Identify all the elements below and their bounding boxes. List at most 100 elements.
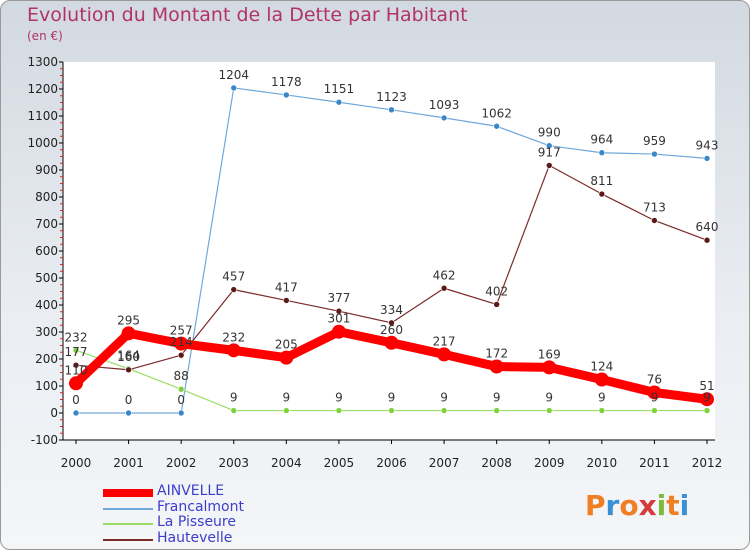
data-point xyxy=(545,407,553,414)
data-point xyxy=(489,359,504,374)
data-point xyxy=(177,409,185,417)
x-tick-label: 2009 xyxy=(534,456,565,470)
y-tick-label: 900 xyxy=(35,163,58,177)
data-label: 1178 xyxy=(271,75,302,89)
data-label: 88 xyxy=(174,369,189,383)
data-point xyxy=(440,407,448,414)
y-tick-label: 100 xyxy=(35,379,58,393)
legend-swatch xyxy=(103,507,153,510)
data-label: 9 xyxy=(703,391,711,405)
data-point xyxy=(388,407,395,414)
logo-letter: i xyxy=(656,489,667,522)
data-label: 110 xyxy=(65,363,88,377)
data-label: 640 xyxy=(696,220,719,234)
logo-letter: r xyxy=(605,489,620,522)
logo-letter: P xyxy=(585,489,606,522)
y-tick-label: 600 xyxy=(35,244,58,258)
data-label: 9 xyxy=(545,391,553,405)
data-point xyxy=(388,319,395,327)
data-label: 417 xyxy=(275,280,298,294)
y-tick-label: 0 xyxy=(50,406,58,420)
x-tick-label: 2012 xyxy=(692,456,723,470)
logo-letter: o xyxy=(619,489,639,522)
data-label: 205 xyxy=(275,338,298,352)
y-tick-label: 200 xyxy=(35,352,58,366)
data-point xyxy=(230,407,238,414)
data-label: 964 xyxy=(590,133,613,147)
y-tick-label: 1200 xyxy=(27,82,58,96)
data-label: 217 xyxy=(433,334,456,348)
data-label: 1093 xyxy=(429,98,460,112)
data-point xyxy=(542,360,557,375)
data-label: 232 xyxy=(65,330,88,344)
data-label: 457 xyxy=(222,270,245,284)
data-label: 990 xyxy=(538,126,561,140)
data-point xyxy=(72,409,80,417)
data-point xyxy=(651,150,658,158)
x-tick-label: 2000 xyxy=(61,456,92,470)
data-point xyxy=(279,350,294,365)
legend-label: Hautevelle xyxy=(157,529,233,546)
data-point xyxy=(598,149,606,157)
logo-letter: i xyxy=(679,489,690,522)
data-label: 462 xyxy=(433,268,456,282)
y-tick-label: 500 xyxy=(35,271,58,285)
data-point xyxy=(598,407,606,414)
data-point xyxy=(230,286,238,293)
data-point xyxy=(493,301,500,308)
x-tick-label: 2006 xyxy=(376,456,407,470)
data-label: 9 xyxy=(440,391,448,405)
data-point xyxy=(598,190,606,198)
data-point xyxy=(384,335,399,350)
data-point xyxy=(440,284,448,292)
data-label: 377 xyxy=(327,291,350,305)
data-point xyxy=(545,142,553,149)
data-label: 1123 xyxy=(376,90,407,104)
data-point xyxy=(493,407,500,414)
legend-item: La Pisseure xyxy=(103,514,363,532)
y-tick-label: 400 xyxy=(35,298,58,312)
logo-letter: t xyxy=(666,489,680,522)
data-point xyxy=(703,155,711,162)
data-label: 177 xyxy=(65,345,88,359)
proxiti-logo: Proxiti xyxy=(585,489,689,522)
data-point xyxy=(651,407,658,414)
x-tick-label: 2002 xyxy=(166,456,197,470)
data-label: 9 xyxy=(335,391,343,405)
x-tick-label: 2011 xyxy=(639,456,670,470)
data-label: 76 xyxy=(647,372,662,386)
data-point xyxy=(226,343,241,358)
data-point xyxy=(335,98,343,106)
data-label: 232 xyxy=(222,330,245,344)
data-label: 713 xyxy=(643,200,666,214)
chart-title: Evolution du Montant de la Dette par Hab… xyxy=(27,4,468,26)
data-point xyxy=(545,162,553,169)
x-tick-label: 2005 xyxy=(324,456,355,470)
data-label: 9 xyxy=(651,391,659,405)
data-label: 1062 xyxy=(481,106,512,120)
data-point xyxy=(388,106,395,114)
x-tick-label: 2007 xyxy=(429,456,460,470)
data-point xyxy=(283,91,290,99)
data-point xyxy=(440,114,448,122)
y-tick-label: 300 xyxy=(35,325,58,339)
data-label: 124 xyxy=(590,360,613,374)
y-tick-label: 700 xyxy=(35,217,58,231)
data-label: 160 xyxy=(117,350,140,364)
legend-item: Francalmont xyxy=(103,499,363,517)
data-point xyxy=(283,297,290,304)
data-label: 0 xyxy=(125,393,133,407)
data-point xyxy=(594,372,609,387)
legend-swatch xyxy=(103,489,153,497)
data-label: 1151 xyxy=(324,82,355,96)
legend: AINVELLE Francalmont La Pisseure Hautevelle xyxy=(103,483,363,548)
legend-item: Hautevelle xyxy=(103,529,363,548)
data-point xyxy=(121,326,136,341)
data-point xyxy=(647,385,662,400)
data-label: 0 xyxy=(72,393,80,407)
chart-unit: (en €) xyxy=(27,29,63,43)
data-label: 9 xyxy=(598,391,606,405)
logo-letter: x xyxy=(638,489,657,522)
